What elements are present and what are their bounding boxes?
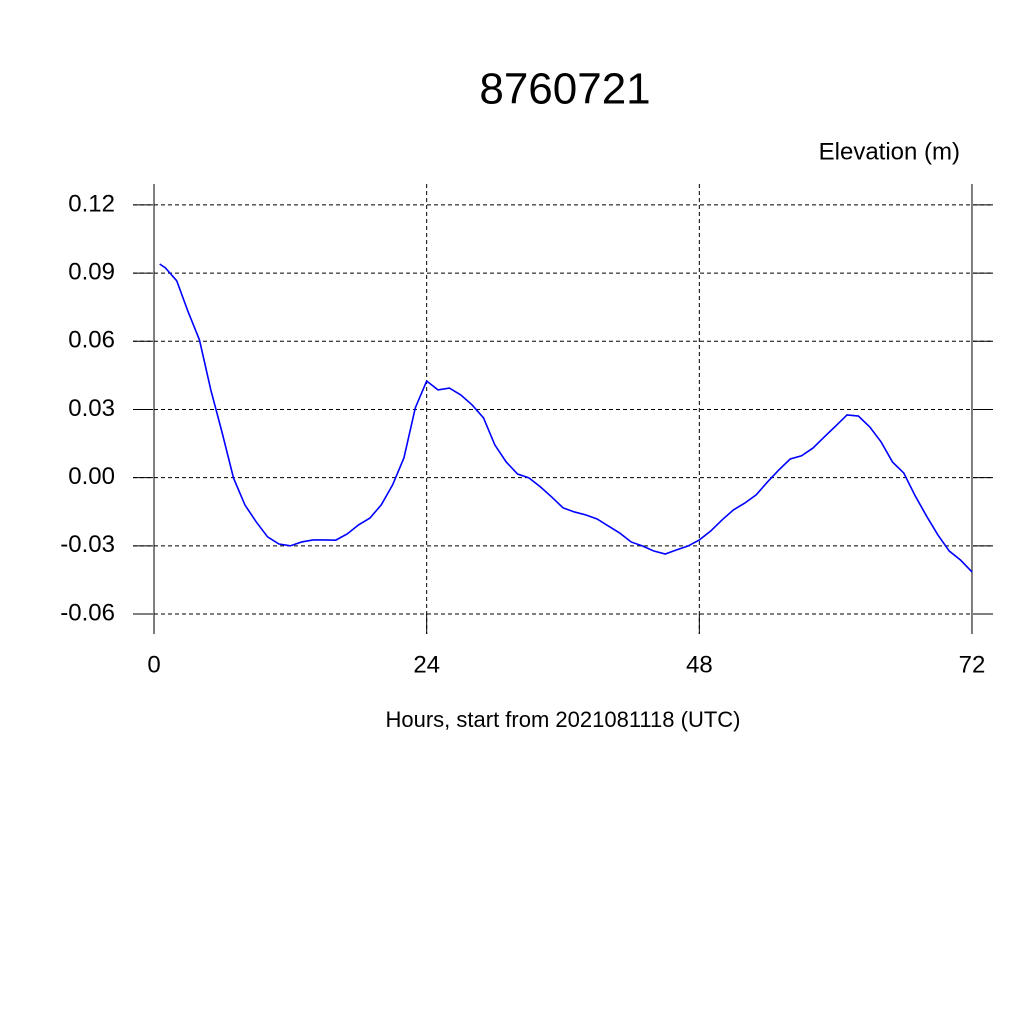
x-tick-label: 48: [686, 651, 713, 678]
x-axis-label: Hours, start from 2021081118 (UTC): [386, 707, 741, 732]
y-tick-label: 0.09: [68, 258, 115, 285]
chart-title: 8760721: [479, 65, 650, 114]
x-tick-label: 72: [959, 651, 986, 678]
y-tick-label: 0.00: [68, 463, 115, 490]
y-tick-label: -0.03: [60, 531, 115, 558]
y-tick-label: 0.12: [68, 190, 115, 217]
y-axis-label: Elevation (m): [819, 138, 960, 165]
y-tick-label: -0.06: [60, 599, 115, 626]
line: [159, 263, 973, 573]
x-tick-label: 0: [147, 651, 160, 678]
y-tick-label: 0.03: [68, 395, 115, 422]
y-tick-label: 0.06: [68, 327, 115, 354]
x-tick-label: 24: [413, 651, 440, 678]
